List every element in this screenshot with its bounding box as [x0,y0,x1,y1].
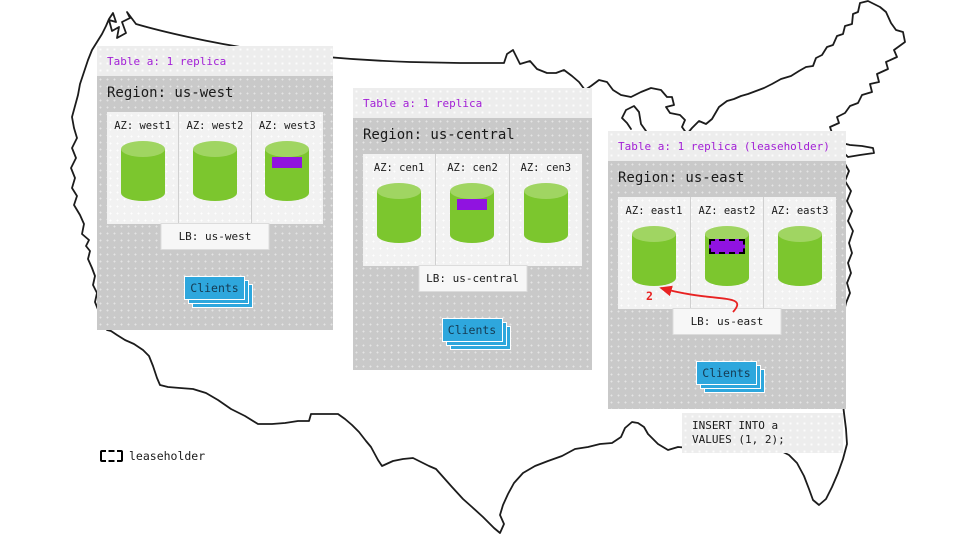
az-column-cen2: AZ: cen2 [436,154,510,266]
leaseholder-swatch-icon [100,450,123,462]
table-replica-banner: Table a: 1 replica [353,88,592,118]
db-node-cylinder [523,182,569,244]
az-column-east1: AZ: east1 [618,197,691,309]
leaseholder-legend: leaseholder [100,449,205,463]
az-label: AZ: west3 [258,120,316,132]
leaseholder-marker [709,239,745,254]
replica-marker [457,199,488,210]
az-label: AZ: cen2 [447,162,498,174]
az-panel: AZ: west1 AZ: west2 AZ: west3 [107,112,323,224]
az-column-west3: AZ: west3 [252,112,323,224]
az-label: AZ: east3 [771,205,829,217]
region-body: Region: us-west AZ: west1 AZ: west2 AZ: … [97,76,333,330]
region-card-us-central: Table a: 1 replica Region: us-central AZ… [353,88,592,370]
load-balancer-box: LB: us-east [672,308,782,335]
sql-line-1: INSERT INTO a [692,419,779,432]
insert-sql-note: INSERT INTO a VALUES (1, 2); [682,413,843,453]
db-node-cylinder [777,225,823,287]
az-label: AZ: west2 [186,120,244,132]
clients-label: Clients [447,323,497,337]
region-card-us-west: Table a: 1 replica Region: us-west AZ: w… [97,46,333,330]
db-node-cylinder [704,225,750,287]
load-balancer-label: LB: us-central [426,272,519,285]
az-column-cen1: AZ: cen1 [363,154,437,266]
region-body: Region: us-central AZ: cen1 AZ: cen2 AZ:… [353,118,592,370]
az-panel: AZ: cen1 AZ: cen2 AZ: cen3 [363,154,582,266]
clients-face: Clients [441,318,503,342]
db-node-cylinder [631,225,677,287]
table-replica-label: Table a: 1 replica [107,54,227,68]
az-label: AZ: west1 [114,120,172,132]
region-body: Region: us-east AZ: east1 AZ: east2 AZ: … [608,161,846,409]
clients-face: Clients [696,361,757,385]
region-card-us-east: Table a: 1 replica (leaseholder) Region:… [608,131,846,409]
clients-face: Clients [184,276,245,300]
load-balancer-box: LB: us-central [418,265,527,292]
az-column-west2: AZ: west2 [179,112,252,224]
map-border-path [70,0,906,534]
az-label: AZ: cen1 [373,162,425,174]
table-replica-label: Table a: 1 replica (leaseholder) [618,139,830,153]
load-balancer-label: LB: us-east [690,315,764,328]
db-node-cylinder [120,140,166,202]
region-title: Region: us-east [618,170,745,186]
clients-button: Clients [696,361,765,393]
az-column-east2: AZ: east2 [691,197,764,309]
write-step-label: 2 [646,289,653,303]
table-replica-banner: Table a: 1 replica (leaseholder) [608,131,846,161]
clients-label: Clients [190,281,239,295]
region-title: Region: us-central [363,127,515,143]
az-label: AZ: east2 [698,205,756,217]
region-title: Region: us-west [107,85,234,101]
load-balancer-label: LB: us-west [178,230,252,243]
table-replica-banner: Table a: 1 replica [97,46,333,76]
az-label: AZ: cen3 [520,162,572,174]
az-label: AZ: east1 [625,205,683,217]
az-column-east3: AZ: east3 [764,197,836,309]
replica-marker [272,157,303,168]
db-node-cylinder [449,182,495,244]
db-node-cylinder [264,140,310,202]
clients-button: Clients [184,276,253,308]
table-replica-label: Table a: 1 replica [363,96,483,110]
clients-button: Clients [441,318,511,350]
db-node-cylinder [376,182,422,244]
sql-line-2: VALUES (1, 2); [692,433,785,446]
great-lakes-path [621,105,647,132]
db-node-cylinder [192,140,238,202]
clients-label: Clients [702,366,751,380]
az-column-cen3: AZ: cen3 [510,154,582,266]
leaseholder-legend-label: leaseholder [129,449,206,463]
az-column-west1: AZ: west1 [107,112,180,224]
load-balancer-box: LB: us-west [160,223,270,250]
